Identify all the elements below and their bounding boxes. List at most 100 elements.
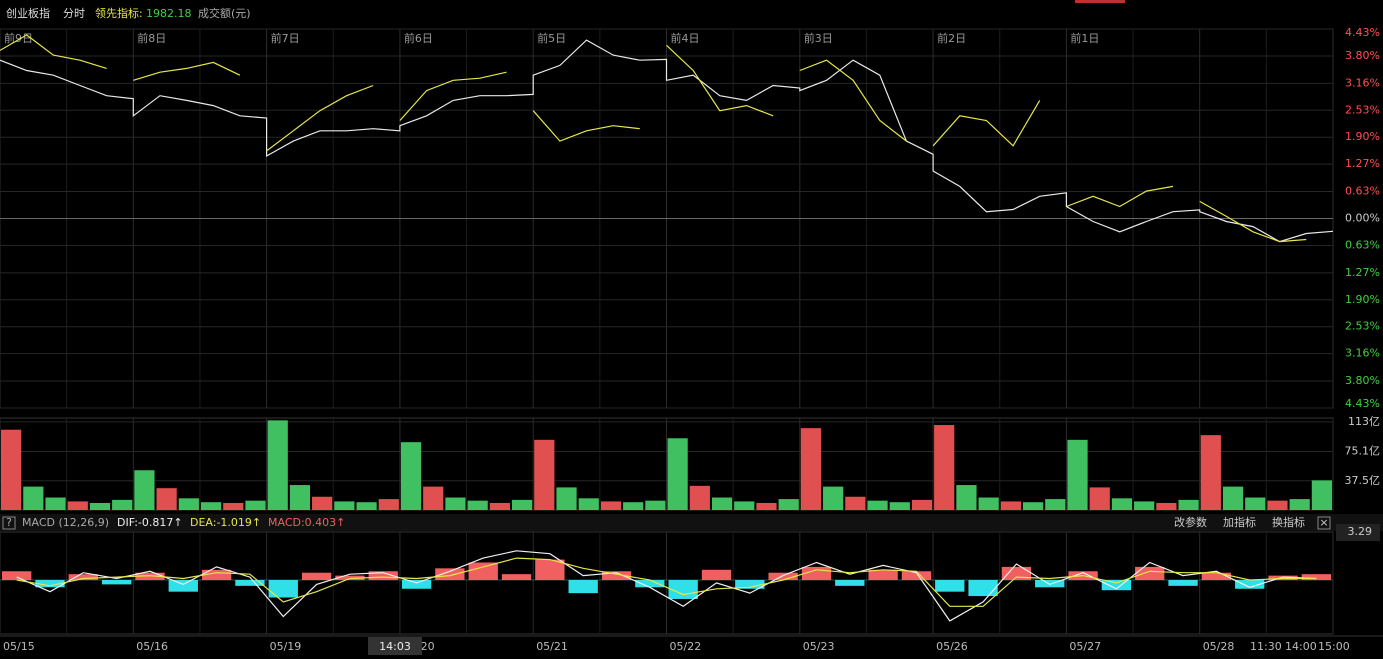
volume-label: 成交额(元)	[198, 6, 251, 20]
day-label: 前1日	[1070, 31, 1099, 45]
volume-bar	[89, 502, 111, 510]
macd-bar	[235, 580, 265, 586]
volume-bar	[956, 485, 977, 510]
macd-bar	[1168, 580, 1198, 586]
y-tick-label: 3.16%	[1345, 76, 1380, 89]
macd-bar	[568, 580, 598, 594]
volume-bar	[623, 502, 644, 510]
day-label: 前3日	[804, 31, 833, 45]
macd-bar	[1035, 580, 1065, 588]
date-label: 05/23	[803, 640, 835, 653]
macd-bar	[1268, 575, 1298, 581]
button[interactable]: 加指标	[1223, 515, 1256, 529]
y-tick-label: 113亿	[1348, 415, 1380, 428]
volume-bar	[112, 499, 133, 510]
volume-bar	[845, 496, 866, 510]
volume-bar	[600, 501, 622, 510]
y-tick-label: 3.16%	[1345, 347, 1380, 360]
series-line	[16, 550, 1317, 622]
volume-bar	[67, 501, 88, 510]
macd-bar	[868, 569, 898, 581]
index-name: 创业板指	[6, 6, 50, 20]
indicator-value: 1982.18	[146, 7, 192, 20]
help[interactable]: ?	[6, 516, 12, 529]
volume-bar	[423, 486, 444, 510]
macd-bar	[168, 580, 198, 592]
date-label: 05/22	[670, 640, 702, 653]
macd-bar	[1235, 580, 1265, 589]
dea-label: DEA:-1.019↑	[190, 516, 261, 529]
tab-indicator	[1075, 0, 1125, 3]
date-label: 05/15	[3, 640, 35, 653]
time-label: 14:00	[1285, 640, 1317, 653]
volume-bar	[934, 425, 955, 510]
volume-bar	[1000, 501, 1021, 510]
y-tick-label: 2.53%	[1345, 320, 1380, 333]
macd-bar	[835, 580, 865, 586]
volume-bar	[1045, 499, 1066, 510]
y-tick-label: 1.90%	[1345, 293, 1380, 306]
volume-bar	[1156, 502, 1177, 510]
day-label: 前8日	[137, 31, 166, 45]
volume-bar	[1200, 435, 1221, 510]
volume-bar	[200, 502, 222, 510]
volume-bar	[489, 502, 510, 510]
close-box[interactable]	[1317, 516, 1331, 530]
date-label: 05/16	[136, 640, 168, 653]
y-tick-label: 75.1亿	[1345, 444, 1381, 457]
day-label: 前7日	[271, 31, 300, 45]
volume-bar	[356, 502, 377, 510]
macd-bar	[1201, 572, 1232, 581]
volume-bar	[1267, 500, 1288, 510]
macd-bar	[101, 580, 132, 585]
macd-bar	[268, 580, 298, 598]
volume-bar	[978, 497, 999, 510]
macd-bar	[368, 571, 398, 581]
y-tick-label: 37.5亿	[1345, 474, 1381, 487]
macd-bar	[635, 580, 665, 588]
macd-bar	[335, 575, 365, 581]
macd-bar	[35, 580, 65, 588]
volume-bar	[467, 500, 488, 510]
help-box[interactable]	[2, 516, 16, 530]
y-tick-label: 0.63%	[1345, 185, 1380, 198]
volume-bar	[178, 498, 199, 510]
value-box	[1336, 524, 1380, 541]
y-tick-label: 3.29	[1348, 525, 1373, 538]
mode[interactable]: 分时	[63, 7, 85, 20]
date-label: 05/26	[936, 640, 968, 653]
y-tick-label: 3.80%	[1345, 49, 1380, 62]
macd-label: MACD:0.403↑	[268, 516, 345, 529]
date-label: 05/27	[1069, 640, 1101, 653]
macd-bar	[68, 574, 98, 581]
macd-bar	[935, 580, 965, 592]
button[interactable]: 换指标	[1272, 515, 1305, 529]
volume-bar	[245, 500, 266, 510]
close[interactable]: ×	[1319, 516, 1328, 529]
volume-bar	[334, 501, 355, 510]
volume-bar	[1178, 499, 1199, 510]
volume-bar	[823, 486, 844, 510]
volume-bar	[1134, 501, 1155, 510]
macd-bar	[735, 580, 765, 589]
time-label: 11:30	[1250, 640, 1282, 653]
day-label: 前2日	[937, 31, 966, 45]
y-tick-label: 3.80%	[1345, 374, 1380, 387]
macd-bar	[435, 568, 465, 581]
volume-bar	[223, 502, 244, 510]
volume-bar	[578, 498, 599, 510]
macd-bar	[901, 571, 932, 581]
series-line	[0, 34, 1307, 243]
volume-bar	[156, 488, 177, 510]
y-tick-label: 4.43%	[1345, 26, 1380, 39]
volume-bar	[556, 487, 577, 510]
volume-bar	[267, 420, 288, 510]
y-tick-label: 0.63%	[1345, 238, 1380, 251]
volume-bar	[134, 470, 155, 510]
button[interactable]: 改参数	[1174, 515, 1207, 529]
y-tick-label: 1.27%	[1345, 157, 1380, 170]
macd-bar	[668, 580, 698, 599]
volume-bar	[889, 502, 910, 510]
date-label: 05/21	[536, 640, 568, 653]
macd-bar	[135, 572, 165, 581]
